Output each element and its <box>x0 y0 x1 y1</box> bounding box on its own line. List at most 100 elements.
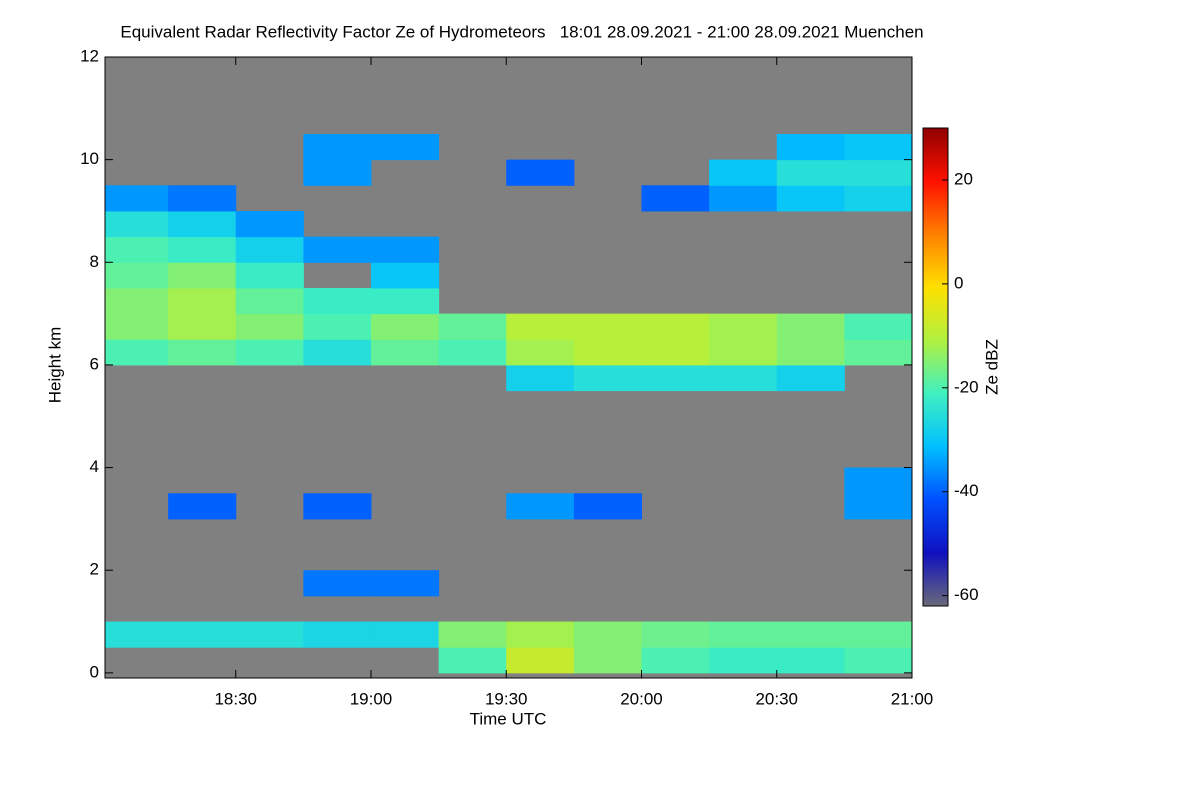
heatmap-cell <box>506 159 575 186</box>
x-tick-label: 20:00 <box>620 689 663 708</box>
plot-frame <box>104 56 913 679</box>
heatmap-cell <box>303 133 372 161</box>
heatmap-cell <box>844 339 913 366</box>
heatmap-cell <box>844 493 913 520</box>
heatmap-cell <box>235 210 304 238</box>
y-tick-label: 2 <box>90 560 99 579</box>
heatmap-cell <box>506 647 575 674</box>
y-tick-label: 6 <box>90 354 99 373</box>
heatmap-cell <box>105 262 169 289</box>
heatmap-cell <box>641 647 710 674</box>
heatmap-cell <box>844 467 913 494</box>
heatmap-cell <box>370 570 440 597</box>
heatmap-cell <box>168 287 237 315</box>
heatmap-cell <box>235 313 304 340</box>
heatmap-cell <box>168 210 237 238</box>
heatmap-cell <box>776 647 845 674</box>
heatmap-cell <box>303 339 372 366</box>
heatmap-cell <box>235 262 304 289</box>
heatmap-cell <box>844 133 913 161</box>
heatmap-cell <box>506 621 575 648</box>
heatmap-cell <box>370 621 440 648</box>
heatmap-cell <box>573 647 642 674</box>
y-tick-label: 0 <box>90 662 99 681</box>
heatmap-cell <box>844 313 913 340</box>
heatmap-cell <box>573 493 642 520</box>
heatmap-cell <box>235 287 304 315</box>
y-tick-label: 8 <box>90 252 99 271</box>
heatmap-cell <box>844 185 913 212</box>
heatmap-cell <box>506 339 575 366</box>
heatmap-cell <box>370 133 440 161</box>
colorbar-tick-label: -40 <box>954 481 979 500</box>
heatmap-cell <box>438 621 507 648</box>
heatmap-cell <box>370 287 440 315</box>
heatmap-cell <box>844 621 913 648</box>
heatmap-cell <box>844 647 913 674</box>
heatmap-cell <box>370 262 440 289</box>
heatmap-cell <box>105 339 169 366</box>
heatmap-cell <box>303 287 372 315</box>
heatmap-cell <box>709 647 778 674</box>
heatmap-cell <box>235 236 304 263</box>
x-tick-label: 21:00 <box>891 689 934 708</box>
x-tick-label: 20:30 <box>755 689 798 708</box>
y-tick-label: 10 <box>80 149 99 168</box>
heatmap-cell <box>438 313 507 340</box>
heatmap-cell <box>105 210 169 238</box>
heatmap-cell <box>105 621 169 648</box>
heatmap-cell <box>776 364 845 392</box>
x-axis-label: Time UTC <box>470 709 547 728</box>
heatmap-cell <box>303 493 372 520</box>
heatmap-cell <box>641 621 710 648</box>
heatmap-cell <box>641 364 710 392</box>
heatmap-cell <box>370 236 440 263</box>
heatmap-cell <box>105 236 169 263</box>
heatmap-cell <box>168 236 237 263</box>
heatmap-cell <box>641 185 710 212</box>
heatmap-cell <box>844 159 913 186</box>
heatmap-cell <box>105 313 169 340</box>
x-tick-label: 19:00 <box>350 689 393 708</box>
heatmap-cell <box>303 621 372 648</box>
heatmap-cell <box>641 313 710 340</box>
heatmap-cell <box>709 339 778 366</box>
heatmap-cell <box>709 313 778 340</box>
heatmap-cell <box>168 339 237 366</box>
heatmap-cell <box>573 313 642 340</box>
heatmap-cell <box>506 364 575 392</box>
heatmap-cell <box>303 159 372 186</box>
heatmap-cell <box>168 621 237 648</box>
colorbar-tick-label: -60 <box>954 585 979 604</box>
heatmap-cell <box>776 133 845 161</box>
heatmap-cell <box>235 621 304 648</box>
heatmap-cell <box>506 493 575 520</box>
heatmap-cell <box>438 647 507 674</box>
heatmap-cell <box>303 313 372 340</box>
heatmap-cell <box>709 621 778 648</box>
heatmap-cell <box>438 339 507 366</box>
heatmap-cell <box>709 364 778 392</box>
heatmap-cell <box>573 364 642 392</box>
heatmap-cell <box>776 185 845 212</box>
y-axis-label: Height km <box>45 327 64 404</box>
heatmap-cell <box>235 339 304 366</box>
heatmap-cell <box>168 262 237 289</box>
heatmap-cell <box>168 313 237 340</box>
heatmap-cell <box>370 339 440 366</box>
heatmap-cell <box>573 621 642 648</box>
colorbar <box>922 127 949 607</box>
heatmap-cell <box>370 313 440 340</box>
heatmap-cell <box>709 159 778 186</box>
heatmap-cell <box>168 185 237 212</box>
heatmap-cell <box>105 185 169 212</box>
heatmap-cell <box>776 313 845 340</box>
colorbar-tick-label: 0 <box>954 273 963 292</box>
colorbar-tick-label: -20 <box>954 377 979 396</box>
colorbar-tick-label: 20 <box>954 169 973 188</box>
y-tick-label: 4 <box>90 457 99 476</box>
x-tick-label: 19:30 <box>485 689 528 708</box>
y-tick-label: 12 <box>80 46 99 65</box>
heatmap-cell <box>641 339 710 366</box>
heatmap-cell <box>303 570 372 597</box>
